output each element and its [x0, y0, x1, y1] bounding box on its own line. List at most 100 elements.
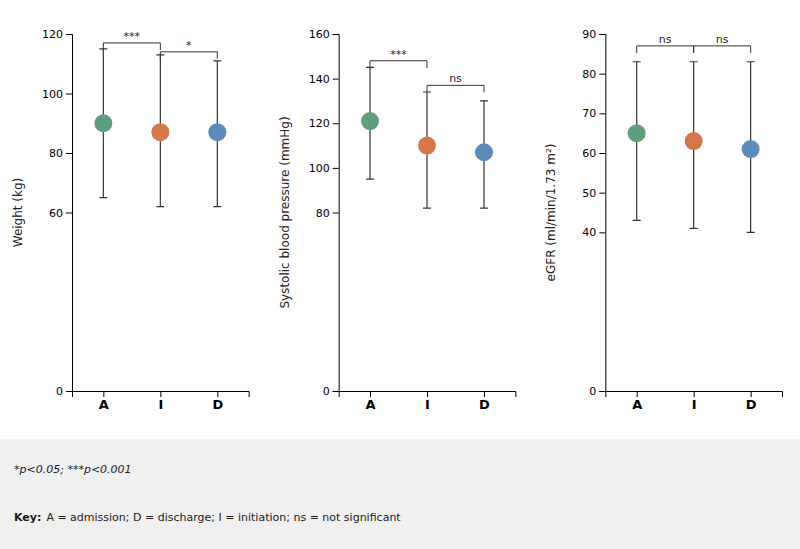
y-tick-mark	[333, 34, 339, 35]
y-tick: 160	[309, 28, 339, 41]
y-tick-label: 80	[582, 68, 596, 81]
error-bar-cap-upper	[480, 100, 488, 101]
error-bar-cap-upper	[690, 61, 698, 62]
y-axis-title: Weight (kg)	[11, 178, 25, 248]
y-tick-label: 0	[589, 385, 596, 398]
y-tick-mark	[333, 168, 339, 169]
y-tick: 40	[582, 226, 605, 239]
y-tick-label: 60	[582, 147, 596, 160]
y-tick-mark	[333, 79, 339, 80]
y-tick: 80	[316, 207, 339, 220]
significance-bracket	[427, 85, 484, 92]
y-tick-label: 40	[582, 226, 596, 239]
x-tick-mark	[751, 391, 752, 397]
x-tick-label: I	[425, 397, 430, 412]
y-tick-label: 0	[323, 385, 330, 398]
y-tick-mark	[333, 123, 339, 124]
x-tick: I	[158, 391, 163, 412]
y-tick: 70	[582, 107, 605, 120]
y-tick: 90	[582, 28, 605, 41]
annotations: ****	[124, 30, 192, 52]
error-bar-cap-lower	[366, 178, 374, 179]
error-bar-cap-lower	[213, 206, 221, 207]
panel: 06080100120AIDWeight (kg)****	[11, 28, 249, 412]
annotations: *** ns	[390, 48, 462, 86]
marks	[628, 46, 760, 232]
error-bar-cap-upper	[633, 61, 641, 62]
y-axis-line	[599, 35, 606, 392]
error-bar-cap-lower	[480, 207, 488, 208]
footer-key-text: A = admission; D = discharge; I = initia…	[46, 511, 401, 524]
annotations: nsns	[659, 33, 729, 46]
marks	[361, 61, 493, 208]
x-tick-label: D	[746, 397, 757, 412]
significance-bracket	[370, 61, 427, 68]
mean-dot	[94, 114, 112, 132]
x-tick-label: I	[692, 397, 697, 412]
y-axis: 0 80 100 120 140 160	[309, 28, 340, 398]
x-tick-label: A	[365, 397, 375, 412]
x-tick-label: D	[479, 397, 490, 412]
significance-label: ***	[390, 48, 407, 61]
mean-dot	[208, 123, 226, 141]
y-tick-mark	[599, 153, 605, 154]
y-tick-label: 100	[42, 88, 63, 101]
significance-label: ns	[716, 33, 729, 46]
y-tick-label: 140	[309, 73, 330, 86]
y-axis-line	[333, 35, 340, 392]
error-bar-cap-lower	[747, 232, 755, 233]
y-axis-title: eGFR (ml/min/1.73 m²)	[544, 144, 558, 282]
y-tick-mark	[599, 391, 605, 392]
significance-bracket	[694, 46, 751, 53]
y-tick-label: 50	[582, 187, 596, 200]
footer-key-label: Key:	[14, 511, 41, 524]
y-axis: 06080100120	[42, 28, 73, 398]
x-axis-line	[339, 392, 516, 398]
mean-dot	[742, 140, 760, 158]
x-tick-label: A	[99, 397, 109, 412]
mean-dot	[628, 124, 646, 142]
y-tick-label: 80	[49, 147, 63, 160]
y-tick: 80	[582, 68, 605, 81]
panel: 080100120140160AIDSystolic blood pressur…	[278, 28, 516, 412]
significance-bracket	[637, 46, 694, 53]
y-axis: 0 40 50 60 70 80 90	[582, 28, 606, 398]
x-tick-mark	[370, 391, 371, 397]
y-tick-mark	[599, 232, 605, 233]
y-tick-mark	[66, 153, 72, 154]
mean-dot	[151, 123, 169, 141]
y-tick: 140	[309, 73, 339, 86]
y-tick-label: 100	[309, 162, 330, 175]
x-tick-mark	[637, 391, 638, 397]
y-axis-line	[66, 35, 73, 392]
x-tick-mark	[427, 391, 428, 397]
error-bar-cap-lower	[156, 206, 164, 207]
error-bar-cap-lower	[423, 207, 431, 208]
error-bar-cap-lower	[633, 220, 641, 221]
x-tick: I	[692, 391, 697, 412]
y-tick-label: 80	[316, 207, 330, 220]
y-tick-mark	[66, 391, 72, 392]
significance-label: ns	[449, 72, 462, 85]
chart-svg: 0 60 80 100 120 A I D Weight (kg) **** 0 80 100 120 14…	[0, 0, 800, 549]
x-tick-mark	[103, 391, 104, 397]
y-tick: 100	[309, 162, 339, 175]
y-tick: 120	[42, 28, 72, 41]
y-tick: 0	[323, 385, 339, 398]
y-tick-mark	[599, 193, 605, 194]
footer-note: *p<0.05; ***p<0.001	[14, 463, 132, 476]
x-tick-mark	[694, 391, 695, 397]
mean-dot	[361, 112, 379, 130]
x-tick-label: I	[158, 397, 163, 412]
y-tick: 80	[49, 147, 72, 160]
significance-bracket	[103, 43, 160, 50]
y-tick-mark	[599, 74, 605, 75]
y-tick-mark	[66, 213, 72, 214]
y-tick: 120	[309, 117, 339, 130]
x-axis-line	[606, 392, 783, 398]
x-tick-mark	[484, 391, 485, 397]
significance-bracket	[160, 52, 217, 59]
y-tick-mark	[599, 34, 605, 35]
y-tick: 0	[56, 385, 72, 398]
x-axis: AID	[339, 391, 516, 412]
